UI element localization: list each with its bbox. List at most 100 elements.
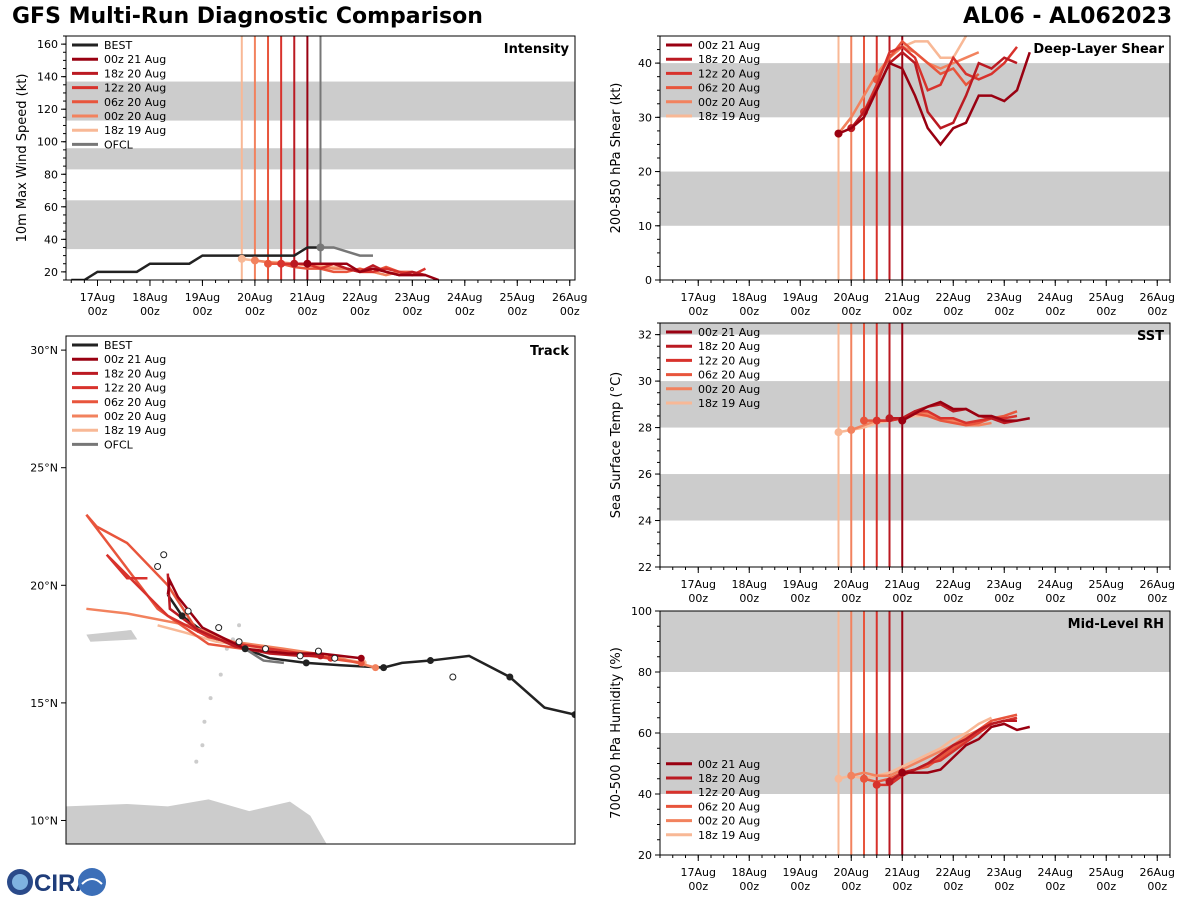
small-island bbox=[194, 759, 199, 764]
legend-label: 12z 20 Aug bbox=[698, 67, 760, 80]
storm-id-label: AL06 - AL062023 bbox=[963, 4, 1172, 29]
x-tick-label: 26Aug bbox=[1140, 578, 1175, 591]
legend-label: 18z 20 Aug bbox=[104, 67, 166, 80]
series-line bbox=[888, 719, 1017, 783]
x-tick-label: 00z bbox=[943, 592, 963, 605]
x-tick-label: 00z bbox=[1096, 592, 1116, 605]
x-tick-label: 00z bbox=[688, 880, 708, 893]
x-tick-label: 19Aug bbox=[783, 291, 818, 304]
cira-logo: CIRA bbox=[7, 868, 106, 897]
series-init-point bbox=[898, 416, 907, 425]
y-tick-label: 80 bbox=[638, 666, 652, 679]
legend-label: 00z 21 Aug bbox=[104, 53, 166, 66]
threshold-band bbox=[660, 611, 1170, 672]
legend-label: OFCL bbox=[104, 138, 134, 151]
panel-title: Mid-Level RH bbox=[1068, 617, 1164, 632]
x-tick-label: 26Aug bbox=[552, 291, 587, 304]
small-island bbox=[237, 623, 242, 628]
y-tick-label: 120 bbox=[37, 103, 58, 116]
x-tick-label: 22Aug bbox=[936, 578, 971, 591]
track-open-marker bbox=[235, 638, 243, 646]
panel-title: Intensity bbox=[504, 42, 570, 57]
x-tick-label: 00z bbox=[455, 305, 475, 318]
series-init-point bbox=[250, 256, 259, 265]
series-init-point bbox=[847, 425, 856, 434]
best-track-line bbox=[71, 246, 321, 280]
series-init-point bbox=[860, 416, 868, 425]
series-line bbox=[838, 51, 1031, 147]
track-open-marker bbox=[154, 562, 162, 570]
x-tick-label: 00z bbox=[943, 880, 963, 893]
x-tick-label: 00z bbox=[1096, 880, 1116, 893]
x-tick-label: 22Aug bbox=[936, 291, 971, 304]
track-open-marker bbox=[160, 551, 168, 559]
series-init-point bbox=[898, 768, 907, 777]
legend-label: 00z 21 Aug bbox=[104, 353, 166, 366]
legend-label: 00z 20 Aug bbox=[104, 110, 166, 123]
series-line bbox=[862, 45, 1018, 113]
legend-label: 00z 21 Aug bbox=[698, 326, 760, 339]
y-axis-label: 200-850 hPa Shear (kt) bbox=[609, 83, 624, 234]
x-tick-label: 00z bbox=[790, 592, 810, 605]
series-line bbox=[902, 722, 1031, 774]
y-tick-label: 140 bbox=[37, 71, 58, 84]
x-tick-label: 18Aug bbox=[732, 866, 767, 879]
threshold-band bbox=[660, 474, 1170, 521]
x-tick-label: 00z bbox=[560, 305, 580, 318]
y-tick-label: 26 bbox=[638, 468, 652, 481]
x-tick-label: 00z bbox=[892, 305, 912, 318]
series-line bbox=[901, 400, 1030, 422]
legend-label: 06z 20 Aug bbox=[698, 800, 760, 813]
x-tick-label: 00z bbox=[739, 880, 759, 893]
series-init-point bbox=[860, 774, 868, 783]
rh-plot-area bbox=[660, 611, 1170, 855]
x-tick-label: 26Aug bbox=[1140, 866, 1175, 879]
x-tick-label: 00z bbox=[350, 305, 370, 318]
x-tick-label: 21Aug bbox=[885, 578, 920, 591]
legend-label: 06z 20 Aug bbox=[698, 82, 760, 95]
x-tick-label: 24Aug bbox=[1038, 291, 1073, 304]
x-tick-label: 25Aug bbox=[500, 291, 535, 304]
x-tick-label: 24Aug bbox=[447, 291, 482, 304]
track-open-marker bbox=[262, 645, 270, 653]
y-axis-label: Sea Surface Temp (°C) bbox=[609, 372, 624, 519]
y-tick-label: 20 bbox=[638, 166, 652, 179]
track-open-marker bbox=[331, 654, 339, 662]
y-tick-label: 10°N bbox=[30, 814, 58, 827]
best-track-line bbox=[166, 594, 575, 716]
y-axis-label: 10m Max Wind Speed (kt) bbox=[15, 74, 30, 243]
x-tick-label: 00z bbox=[1045, 880, 1065, 893]
legend-label: 00z 21 Aug bbox=[698, 758, 760, 771]
legend-label: BEST bbox=[104, 39, 132, 52]
threshold-band bbox=[660, 323, 1170, 335]
x-tick-label: 00z bbox=[892, 592, 912, 605]
x-tick-label: 18Aug bbox=[132, 291, 167, 304]
x-tick-label: 00z bbox=[507, 305, 527, 318]
series-init-point bbox=[264, 259, 273, 268]
x-tick-label: 00z bbox=[994, 592, 1014, 605]
series-init-point bbox=[290, 259, 299, 268]
x-tick-label: 00z bbox=[1096, 305, 1116, 318]
y-tick-label: 10 bbox=[638, 220, 652, 233]
island bbox=[86, 629, 138, 642]
series-init-point bbox=[237, 254, 246, 263]
x-tick-label: 19Aug bbox=[783, 866, 818, 879]
x-tick-label: 24Aug bbox=[1038, 866, 1073, 879]
x-tick-label: 00z bbox=[790, 880, 810, 893]
x-tick-label: 00z bbox=[994, 880, 1014, 893]
legend-label: 06z 20 Aug bbox=[104, 96, 166, 109]
x-tick-label: 00z bbox=[943, 305, 963, 318]
best-track-point bbox=[506, 673, 514, 681]
legend-label: 12z 20 Aug bbox=[104, 82, 166, 95]
series-init-point bbox=[277, 259, 286, 268]
ofcl-track-line bbox=[244, 647, 284, 665]
x-tick-label: 23Aug bbox=[987, 578, 1022, 591]
x-tick-label: 00z bbox=[1045, 305, 1065, 318]
x-tick-label: 21Aug bbox=[885, 291, 920, 304]
series-line bbox=[307, 262, 440, 280]
y-tick-label: 80 bbox=[44, 168, 58, 181]
x-tick-label: 19Aug bbox=[185, 291, 220, 304]
small-island bbox=[200, 743, 205, 748]
ofcl-point bbox=[316, 243, 325, 252]
x-tick-label: 21Aug bbox=[885, 866, 920, 879]
